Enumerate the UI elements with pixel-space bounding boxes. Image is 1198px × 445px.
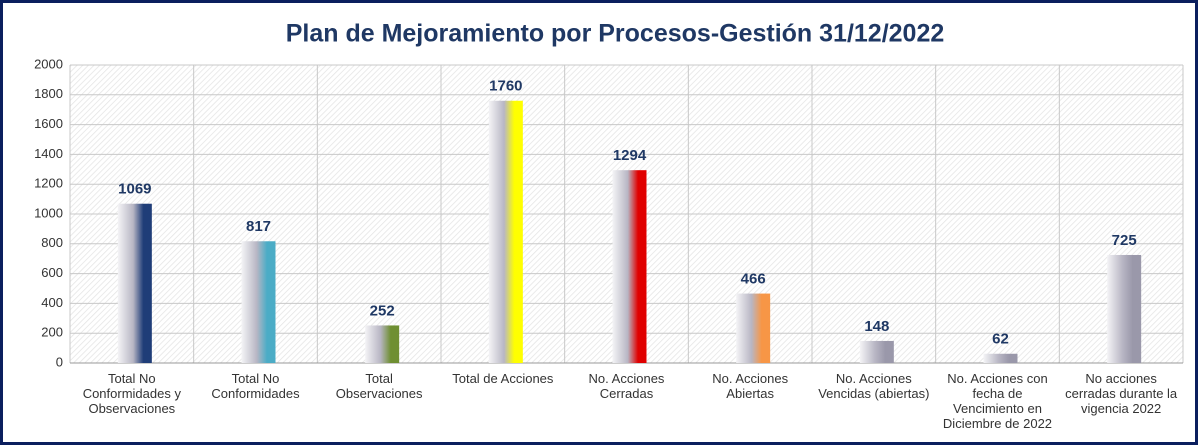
y-tick-label: 1800 [34,86,63,101]
x-tick-label: No. Acciones Abiertas [712,371,789,401]
data-label: 1069 [118,181,151,198]
y-tick-label: 1400 [34,146,63,161]
bar [736,293,771,363]
bar [241,241,276,363]
data-label: 725 [1112,232,1137,249]
x-tick-label: Total No Conformidades y Observaciones [82,371,181,416]
y-tick-label: 1000 [34,205,63,220]
data-label: 1760 [489,78,522,95]
x-tick-label: No. Acciones Vencidas (abiertas) [818,371,930,401]
x-tick-label: Total Observaciones [335,371,423,401]
data-label: 1294 [613,147,647,164]
bar [488,100,523,363]
data-label: 252 [370,302,395,319]
y-tick-label: 600 [41,265,63,280]
x-tick-label: No acciones cerradas durante la vigencia… [1065,371,1178,416]
data-label: 62 [992,331,1009,348]
x-tick-label: Total de Acciones [452,371,554,386]
bar [612,170,647,363]
data-label: 817 [246,218,271,235]
y-tick-label: 400 [41,295,63,310]
bar [117,203,152,363]
x-tick-label: Total No Conformidades [211,371,300,401]
x-tick-label: No. Acciones con fecha de Vencimiento en… [942,371,1053,431]
y-tick-label: 1200 [34,176,63,191]
y-tick-label: 1600 [34,116,63,131]
y-tick-label: 200 [41,325,63,340]
x-tick-label: No. Acciones Cerradas [588,371,665,401]
chart: Plan de Mejoramiento por Procesos-Gestió… [34,20,1184,369]
y-tick-label: 800 [41,235,63,250]
y-tick-label: 2000 [34,56,63,71]
bar [1107,254,1142,363]
y-tick-label: 0 [56,354,63,369]
bar [859,340,894,363]
data-label: 466 [741,271,766,288]
bar [365,325,400,363]
bar [983,353,1018,363]
chart-title: Plan de Mejoramiento por Procesos-Gestió… [286,20,945,48]
data-label: 148 [864,318,889,335]
